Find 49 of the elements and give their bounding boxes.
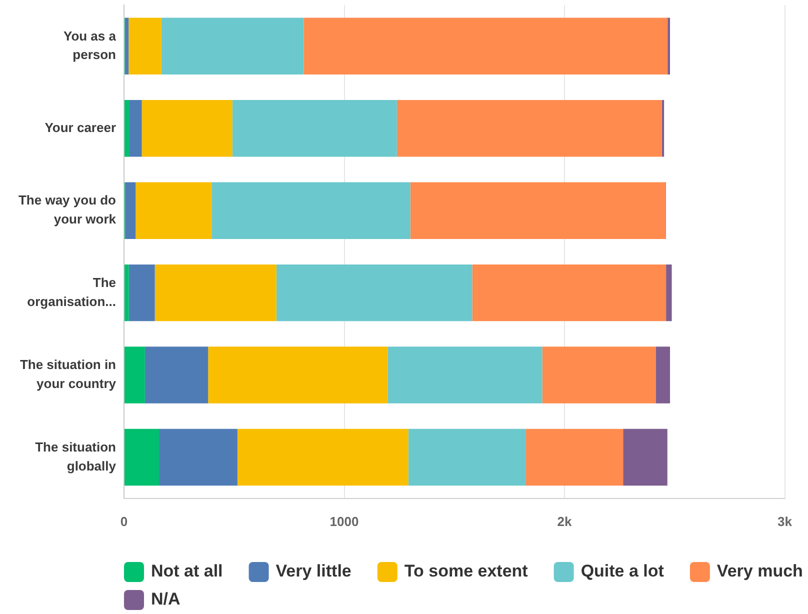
y-tick-label: You as a person bbox=[63, 28, 117, 62]
bar bbox=[668, 18, 670, 74]
bar bbox=[526, 428, 624, 486]
y-tick-label: The way you do your work bbox=[18, 192, 117, 227]
legend-label: Very little bbox=[276, 562, 352, 581]
bar bbox=[124, 428, 160, 486]
y-tick-label: The organisation... bbox=[27, 274, 116, 309]
legend-label: Very much bbox=[716, 562, 803, 581]
bar bbox=[128, 264, 155, 322]
y-tick-label: Your career bbox=[44, 120, 116, 135]
bar bbox=[232, 100, 397, 157]
bar bbox=[623, 428, 668, 486]
legend-label: N/A bbox=[151, 590, 180, 609]
bar bbox=[212, 182, 410, 239]
bar bbox=[410, 182, 666, 239]
bar bbox=[161, 18, 304, 74]
bar bbox=[304, 18, 668, 74]
x-tick-label: 3k bbox=[778, 514, 793, 529]
bar bbox=[662, 100, 664, 157]
legend-label: Quite a lot bbox=[580, 562, 664, 581]
bar bbox=[124, 100, 130, 157]
x-tick-label: 1000 bbox=[330, 514, 359, 529]
bar bbox=[159, 428, 238, 486]
legend-label: Not at all bbox=[151, 562, 223, 581]
bar bbox=[124, 264, 129, 322]
x-tick-label: 2k bbox=[557, 514, 573, 529]
bar bbox=[142, 100, 232, 157]
bar bbox=[129, 100, 142, 157]
bar bbox=[656, 346, 670, 404]
bar bbox=[388, 346, 542, 404]
bar bbox=[472, 264, 666, 322]
bar bbox=[124, 346, 145, 404]
bar bbox=[144, 346, 208, 404]
bar bbox=[136, 182, 212, 239]
bar bbox=[408, 428, 526, 486]
bar bbox=[124, 18, 129, 74]
bar bbox=[128, 18, 162, 74]
bar bbox=[237, 428, 408, 486]
bar bbox=[276, 264, 472, 322]
y-tick-label: The situation globally bbox=[35, 439, 117, 474]
bar bbox=[208, 346, 388, 404]
y-tick-label: The situation in your country bbox=[20, 357, 117, 392]
legend-label: To some extent bbox=[404, 562, 528, 581]
bar bbox=[396, 100, 662, 157]
bar bbox=[125, 182, 136, 239]
bar bbox=[666, 264, 672, 322]
bar bbox=[154, 264, 276, 322]
x-tick-label: 0 bbox=[120, 514, 128, 529]
bar bbox=[542, 346, 656, 404]
